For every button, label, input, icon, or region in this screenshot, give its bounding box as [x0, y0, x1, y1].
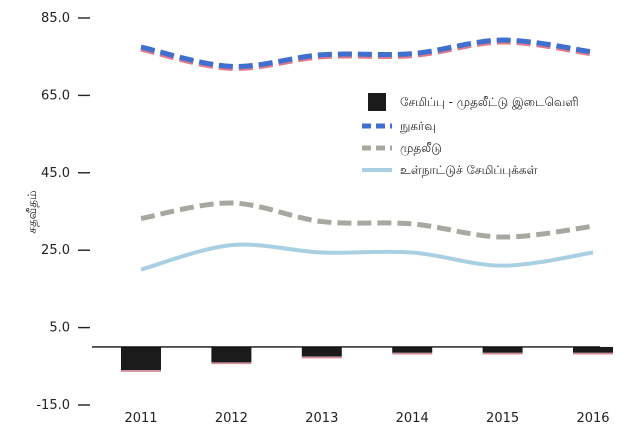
y-tick-label: -15.0 [36, 398, 70, 413]
y-tick-label: 85.0 [41, 11, 70, 26]
bar-2012 [211, 346, 252, 363]
legend: சேமிப்பு - முதலீட்டு இடைவெளி நுகர்வு முதலீ… [362, 93, 579, 177]
legend-label: முதலீடு [400, 141, 442, 156]
bar-2013 [301, 346, 342, 357]
line-series-2 [140, 242, 594, 272]
x-tick-label: 2015 [486, 411, 519, 426]
y-tick-label: 25.0 [41, 243, 70, 258]
bar-series [121, 346, 613, 372]
y-axis-ticks: 85.0 65.0 45.0 25.0 5.0 -15.0 [36, 11, 90, 413]
line-series [140, 37, 594, 272]
x-tick-label: 2012 [215, 411, 248, 426]
legend-swatch-bar [368, 93, 386, 111]
y-tick-label: 5.0 [49, 321, 70, 336]
x-tick-label: 2014 [396, 411, 429, 426]
y-axis-label: சதவீதம் [25, 190, 39, 233]
x-tick-label: 2013 [305, 411, 338, 426]
bar-2016 [573, 346, 613, 353]
legend-label: நுகர்வு [400, 119, 436, 134]
legend-label: சேமிப்பு - முதலீட்டு இடைவெளி [400, 95, 579, 110]
bar-2015 [482, 346, 523, 353]
y-tick-label: 45.0 [41, 166, 70, 181]
bar-2014 [392, 346, 433, 353]
line-series-1 [140, 200, 594, 240]
y-tick-label: 65.0 [41, 88, 70, 103]
bar-2011 [121, 346, 161, 371]
line-series-0 [140, 37, 594, 69]
x-axis-ticks: 2011 2012 2013 2014 2015 2016 [124, 411, 609, 426]
x-tick-label: 2016 [576, 411, 609, 426]
legend-label: உள்நாட்டுச் சேமிப்புக்கள் [400, 163, 538, 177]
x-tick-label: 2011 [124, 411, 157, 426]
